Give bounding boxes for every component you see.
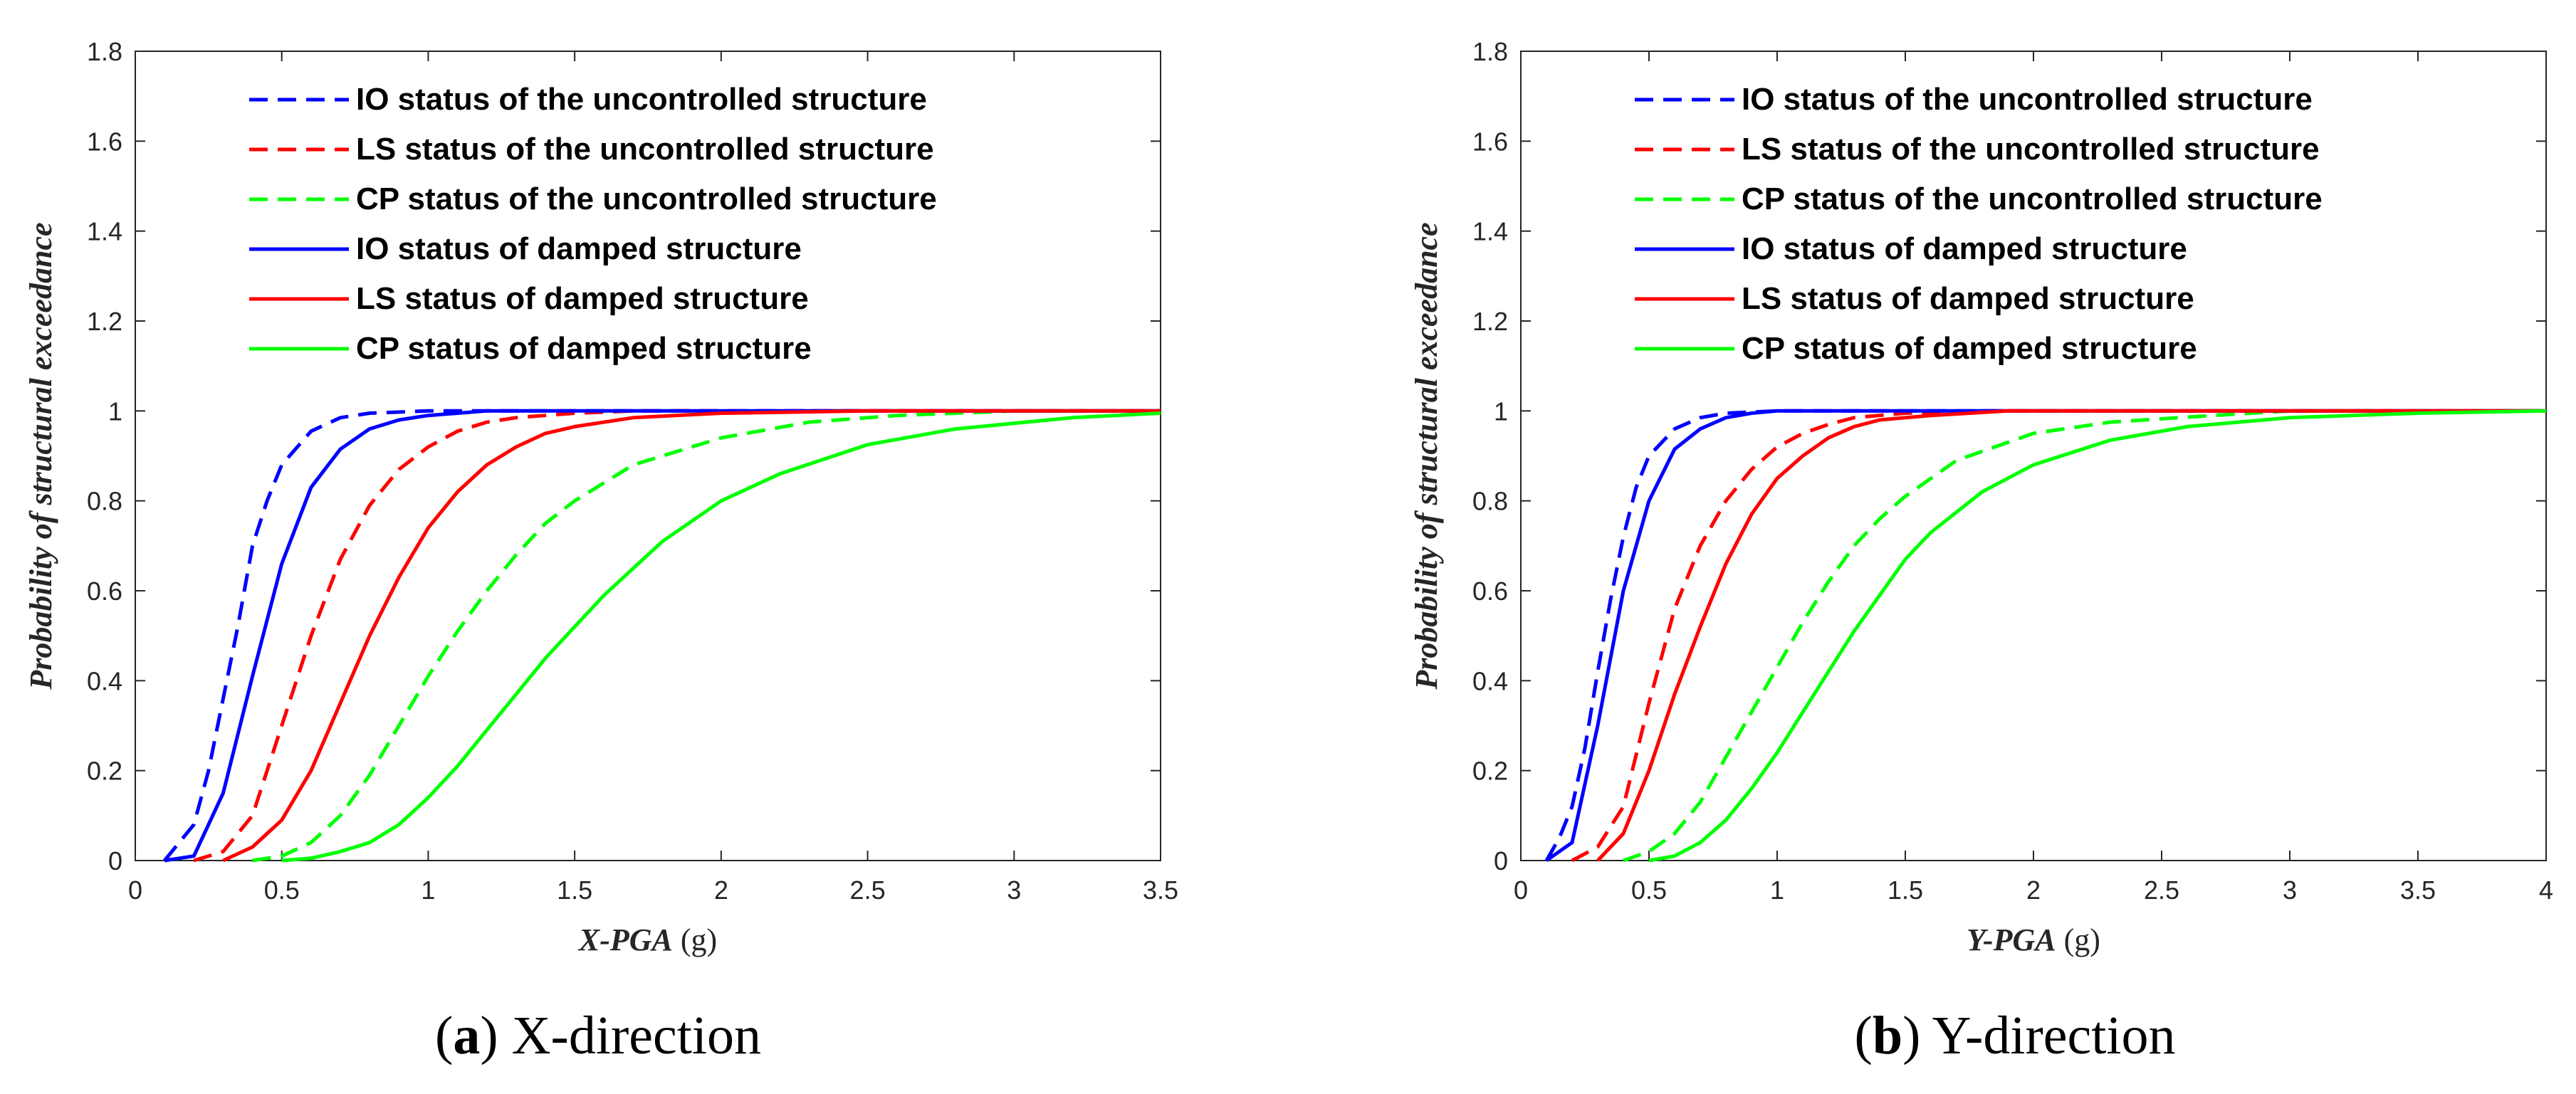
x-axis-label: Y-PGA (g)	[1967, 922, 2100, 957]
series-line	[193, 409, 1161, 863]
legend-entry: CP status of damped structure	[1742, 331, 2197, 366]
x-tick-label: 1.5	[557, 875, 592, 905]
legend-entry: IO status of the uncontrolled structure	[356, 82, 927, 117]
chart-panel-b: 0 0.5 1 1.5 2 2.5 3 3.5 4 0 0.2 0.4 0.6 0.8 1 1.2 1.4 1.6…	[1409, 37, 2553, 1066]
series-line	[1596, 409, 2546, 862]
y-axis-label: Probability of structural exceedance	[1409, 222, 1444, 690]
y-tick-label: 1	[1494, 396, 1508, 426]
x-axis-label-variable: X-PGA	[577, 922, 673, 957]
legend-entry: CP status of damped structure	[356, 331, 812, 366]
x-axis-label-unit: (g)	[673, 922, 717, 957]
y-tick-label: 0.6	[1472, 577, 1508, 606]
x-tick-label: 1	[1770, 875, 1784, 905]
x-tick-label: 3.5	[2400, 875, 2436, 905]
panel-caption: (a) X-direction	[435, 1006, 761, 1066]
y-tick-label: 1.6	[1472, 127, 1508, 156]
x-tick-label: 2.5	[2144, 875, 2179, 905]
y-tick-label: 0	[108, 846, 122, 875]
caption-text: X-direction	[498, 1006, 761, 1066]
series-line	[1648, 409, 2547, 863]
y-tick-label: 1.2	[1472, 307, 1508, 336]
x-tick-label: 0.5	[1631, 875, 1667, 905]
y-tick-label: 0.6	[87, 577, 122, 606]
x-tick-label: 2.5	[850, 875, 886, 905]
caption-paren-open: (	[1855, 1006, 1873, 1066]
x-tick-label: 4	[2539, 875, 2553, 905]
plot-frame	[135, 51, 1161, 861]
x-tick-label: 0.5	[264, 875, 300, 905]
legend-entry: LS status of the uncontrolled structure	[356, 132, 934, 167]
x-tick-label: 1.5	[1888, 875, 1923, 905]
y-tick-label: 1.4	[1472, 217, 1508, 246]
legend-entry: IO status of damped structure	[356, 231, 802, 266]
chart-panel-a: 0 0.5 1 1.5 2 2.5 3 3.5 0 0.2 0.4 0.6 0.8 1 1.2 1.4 1.6 1…	[23, 37, 1178, 1066]
y-tick-label: 0.2	[87, 757, 122, 786]
caption-paren-close: )	[480, 1006, 498, 1066]
x-tick-label: 1	[421, 875, 435, 905]
caption-letter: b	[1873, 1006, 1902, 1066]
y-tick-label: 1	[108, 396, 122, 426]
y-tick-label: 0.8	[87, 487, 122, 516]
x-tick-label: 2	[2026, 875, 2041, 905]
series-line	[281, 411, 1161, 863]
caption-text: Y-direction	[1920, 1006, 2175, 1066]
plot-frame	[1520, 51, 2547, 861]
caption-paren-open: (	[435, 1006, 453, 1066]
series-line	[1571, 409, 2546, 863]
y-tick-label: 0.2	[1472, 757, 1508, 786]
y-tick-label: 0	[1494, 846, 1508, 875]
x-axis-label: X-PGA (g)	[577, 922, 717, 957]
caption-paren-close: )	[1902, 1006, 1920, 1066]
y-tick-label: 0.4	[87, 666, 122, 695]
y-tick-label: 1.8	[1472, 37, 1508, 66]
series-line	[252, 409, 1161, 863]
y-tick-label: 0.4	[1472, 666, 1508, 695]
legend-entry: LS status of the uncontrolled structure	[1742, 132, 2320, 167]
y-tick-label: 1.4	[87, 217, 122, 246]
series-line	[164, 409, 1161, 863]
series-line	[1623, 409, 2546, 863]
y-axis-label: Probability of structural exceedance	[23, 222, 58, 690]
x-tick-label: 0	[128, 875, 142, 905]
x-tick-label: 0	[1514, 875, 1528, 905]
x-axis-label-variable: Y-PGA	[1967, 922, 2056, 957]
x-tick-label: 2	[714, 875, 728, 905]
y-tick-label: 0.8	[1472, 487, 1508, 516]
y-tick-label: 1.2	[87, 307, 122, 336]
legend-entry: IO status of the uncontrolled structure	[1742, 82, 2313, 117]
legend-entry: LS status of damped structure	[356, 281, 809, 316]
panel-caption: (b) Y-direction	[1855, 1006, 2176, 1066]
legend-entry: CP status of the uncontrolled structure	[1742, 182, 2323, 216]
legend-entry: LS status of damped structure	[1742, 281, 2194, 316]
y-tick-label: 1.8	[87, 37, 122, 66]
y-tick-label: 1.6	[87, 127, 122, 156]
x-tick-label: 3	[2283, 875, 2297, 905]
x-tick-label: 3.5	[1143, 875, 1178, 905]
caption-letter: a	[453, 1006, 480, 1066]
series-line	[1545, 409, 2546, 863]
legend-entry: CP status of the uncontrolled structure	[356, 182, 937, 216]
x-tick-label: 3	[1007, 875, 1021, 905]
legend-entry: IO status of damped structure	[1742, 231, 2187, 266]
series-line	[222, 409, 1161, 863]
x-axis-label-unit: (g)	[2056, 922, 2100, 957]
